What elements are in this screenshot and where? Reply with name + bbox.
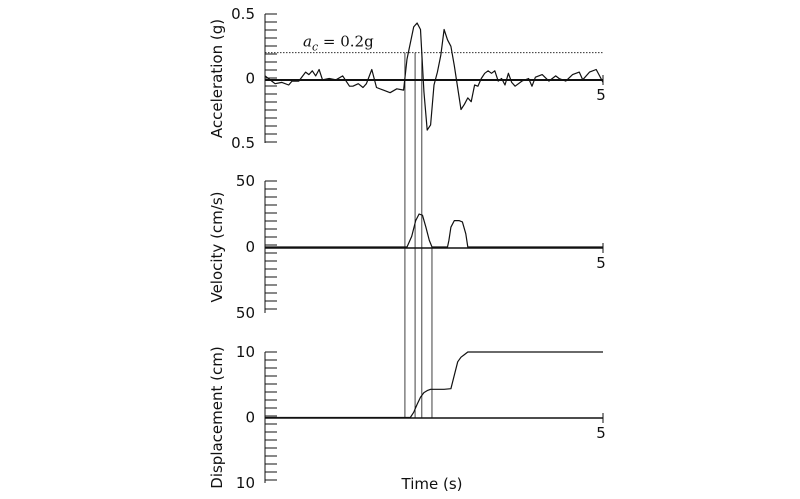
acceleration-y-tick-label: 0.5 — [231, 5, 255, 23]
displacement-y-tick-label: 0 — [245, 409, 255, 427]
velocity-series-line — [265, 213, 603, 248]
acceleration-series-line — [264, 22, 604, 131]
x-axis-title: Time (s) — [401, 475, 463, 493]
displacement-y-tick-label: 10 — [236, 474, 255, 492]
panel-displacement: 10 0 10 5 Displacement (cm) — [208, 343, 606, 492]
displacement-y-tick-label: 10 — [236, 343, 255, 361]
displacement-series-line — [265, 351, 603, 419]
panel-acceleration: 0.5 0 0.5 5 Acceleration (g) — [208, 5, 606, 152]
acceleration-y-axis-title: Acceleration (g) — [208, 19, 226, 138]
velocity-y-tick-label: 0 — [245, 238, 255, 256]
velocity-y-tick-label: 50 — [236, 172, 255, 190]
acceleration-x-tick-label: 5 — [596, 86, 606, 104]
velocity-y-axis-title: Velocity (cm/s) — [208, 191, 226, 302]
acceleration-y-tick-label: 0.5 — [231, 134, 255, 152]
displacement-y-axis-title: Displacement (cm) — [208, 346, 226, 488]
panel-velocity: 50 0 50 5 Velocity (cm/s) — [208, 172, 606, 322]
velocity-y-tick-label: 50 — [236, 304, 255, 322]
threshold-label: ac = 0.2g — [303, 33, 374, 54]
displacement-x-tick-label: 5 — [596, 424, 606, 442]
threshold-label-rest: = 0.2g — [318, 33, 374, 51]
threshold-label-var: a — [303, 33, 312, 51]
velocity-x-tick-label: 5 — [596, 254, 606, 272]
threshold-label-sub: c — [312, 41, 318, 54]
acceleration-y-tick-label: 0 — [245, 70, 255, 88]
